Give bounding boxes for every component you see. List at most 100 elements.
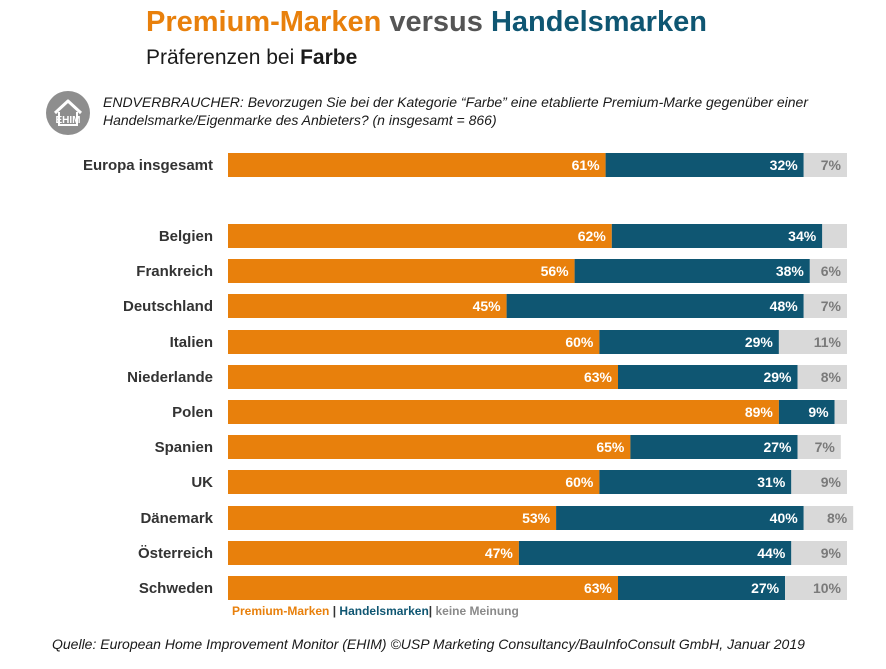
bar-handel — [605, 153, 804, 177]
data-label-none: 6% — [821, 263, 842, 279]
data-label-premium: 45% — [473, 298, 502, 314]
data-label-none: 7% — [815, 439, 836, 455]
category-label: Deutschland — [123, 298, 213, 315]
bar-premium — [228, 470, 600, 494]
data-label-premium: 60% — [565, 334, 594, 350]
title-premium: Premium-Marken — [146, 6, 382, 38]
data-label-handel: 31% — [757, 474, 786, 490]
data-label-none: 10% — [813, 580, 842, 596]
data-label-handel: 29% — [763, 369, 792, 385]
data-label-none: 9% — [821, 474, 842, 490]
bar-handel — [611, 224, 823, 248]
bar-handel — [556, 506, 804, 530]
data-label-none: 8% — [827, 510, 848, 526]
bar-handel — [518, 541, 792, 565]
bar-none — [797, 435, 841, 459]
data-label-premium: 47% — [485, 545, 514, 561]
category-label: Europa insgesamt — [83, 157, 213, 174]
chart-legend: Premium-Marken | Handelsmarken| keine Me… — [232, 604, 519, 618]
data-label-premium: 63% — [584, 580, 613, 596]
chart-title: Premium-Marken versus Handelsmarken — [146, 6, 707, 39]
legend-none: keine Meinung — [435, 604, 519, 618]
data-label-none: 11% — [814, 334, 842, 350]
data-label-premium: 56% — [541, 263, 570, 279]
bar-none — [834, 400, 847, 424]
bar-handel — [618, 576, 786, 600]
survey-question: ENDVERBRAUCHER: Bevorzugen Sie bei der K… — [103, 94, 808, 128]
category-label: Dänemark — [140, 510, 213, 527]
data-label-premium: 61% — [572, 157, 601, 173]
bar-handel — [630, 435, 798, 459]
bar-none — [797, 365, 847, 389]
legend-premium: Premium-Marken — [232, 604, 330, 618]
house-icon — [53, 99, 83, 126]
bar-none — [803, 294, 847, 318]
data-label-handel: 32% — [770, 157, 799, 173]
subtitle-prefix: Präferenzen bei — [146, 46, 295, 69]
bar-handel — [599, 470, 792, 494]
bar-none — [803, 153, 847, 177]
data-label-premium: 89% — [745, 404, 774, 420]
title-versus: versus — [389, 6, 483, 38]
data-label-premium: 65% — [596, 439, 625, 455]
bar-premium — [228, 576, 618, 600]
bar-handel — [778, 400, 835, 424]
bar-premium — [228, 541, 519, 565]
subtitle-bold: Farbe — [300, 46, 358, 69]
bar-handel — [506, 294, 804, 318]
stacked-bar-chart: Europa insgesamt 61% 32% 7% Belgien 62% 34% Fra… — [83, 153, 854, 600]
bar-premium — [228, 330, 600, 354]
bar-none — [791, 470, 847, 494]
source-note: Quelle: European Home Improvement Monito… — [52, 636, 805, 652]
data-label-handel: 40% — [770, 510, 799, 526]
bar-premium — [228, 365, 618, 389]
data-label-handel: 29% — [745, 334, 774, 350]
data-label-handel: 9% — [808, 404, 829, 420]
data-label-premium: 53% — [522, 510, 551, 526]
bar-premium — [228, 400, 779, 424]
bar-none — [822, 224, 847, 248]
bar-premium — [228, 153, 606, 177]
title-handel: Handelsmarken — [490, 6, 707, 38]
bar-premium — [228, 294, 507, 318]
bar-none — [785, 576, 847, 600]
data-label-handel: 44% — [757, 545, 786, 561]
bar-premium — [228, 259, 575, 283]
data-label-none: 7% — [821, 298, 842, 314]
ehim-logo: EHIM — [46, 91, 90, 135]
data-label-handel: 38% — [776, 263, 805, 279]
data-label-handel: 34% — [788, 228, 817, 244]
data-label-handel: 27% — [763, 439, 792, 455]
bar-premium — [228, 435, 631, 459]
bar-premium — [228, 224, 612, 248]
data-label-none: 9% — [821, 545, 842, 561]
data-label-none: 8% — [821, 369, 842, 385]
data-label-handel: 48% — [770, 298, 799, 314]
bar-premium — [228, 506, 557, 530]
legend-handel: Handelsmarken — [339, 604, 429, 618]
category-label: Polen — [172, 404, 213, 421]
bar-none — [778, 330, 847, 354]
bar-handel — [599, 330, 779, 354]
data-label-premium: 60% — [565, 474, 594, 490]
logo-text: EHIM — [55, 115, 81, 126]
category-label: Italien — [170, 334, 213, 351]
bar-none — [809, 259, 847, 283]
bar-none — [791, 541, 847, 565]
category-label: Schweden — [139, 580, 213, 597]
category-label: UK — [191, 474, 213, 491]
legend-separator: | — [329, 604, 340, 618]
category-label: Belgien — [159, 228, 213, 245]
bar-handel — [618, 365, 798, 389]
data-label-none: 7% — [821, 157, 842, 173]
data-label-premium: 63% — [584, 369, 613, 385]
category-label: Österreich — [138, 545, 213, 562]
category-label: Niederlande — [127, 369, 213, 386]
legend-separator: | — [428, 604, 436, 618]
bar-none — [803, 506, 854, 530]
data-label-premium: 62% — [578, 228, 607, 244]
category-label: Frankreich — [136, 263, 213, 280]
data-label-handel: 27% — [751, 580, 780, 596]
category-label: Spanien — [155, 439, 213, 456]
bar-handel — [574, 259, 810, 283]
